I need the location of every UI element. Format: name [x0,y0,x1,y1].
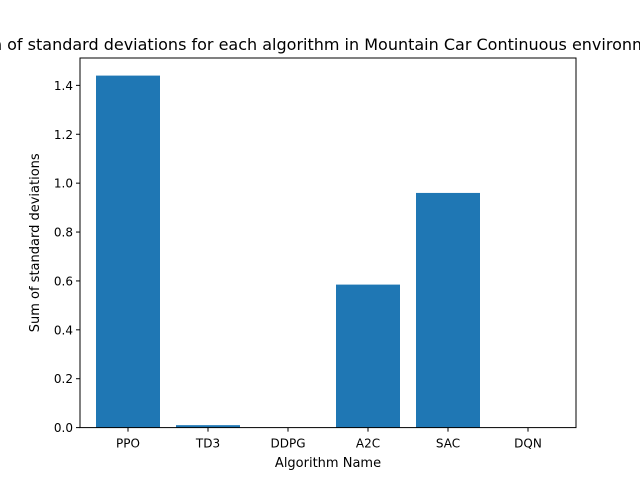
bar-a2c [336,284,400,428]
chart-title: Sum of standard deviations for each algo… [0,35,640,54]
x-tick-label: TD3 [195,437,220,451]
bar-sac [416,192,480,428]
y-tick-label: 0.8 [54,226,73,240]
y-axis-label: Sum of standard deviations [28,153,43,332]
plot-frame [79,57,577,429]
bar-td3 [176,425,240,428]
x-tick-label: SAC [436,437,460,451]
y-tick-label: 0.2 [54,372,73,386]
bars-group [96,75,480,428]
y-tick-label: 1.0 [54,177,73,191]
x-tick-label: DDPG [270,437,305,451]
y-tick-label: 1.4 [54,79,73,93]
y-tick-label: 0.0 [54,421,73,435]
x-axis-label: Algorithm Name [275,456,381,471]
y-tick-label: 1.2 [54,128,73,142]
x-tick-label: PPO [116,437,140,451]
ticks-group: PPO TD3 DDPG A2C SAC DQN 0.0 0.2 0.4 0.6 0.8 1.0 1.2… [54,79,542,451]
y-tick-label: 0.4 [54,323,73,337]
x-tick-label: DQN [514,437,542,451]
x-tick-label: A2C [356,437,380,451]
y-tick-label: 0.6 [54,274,73,288]
bar-ppo [96,75,160,428]
